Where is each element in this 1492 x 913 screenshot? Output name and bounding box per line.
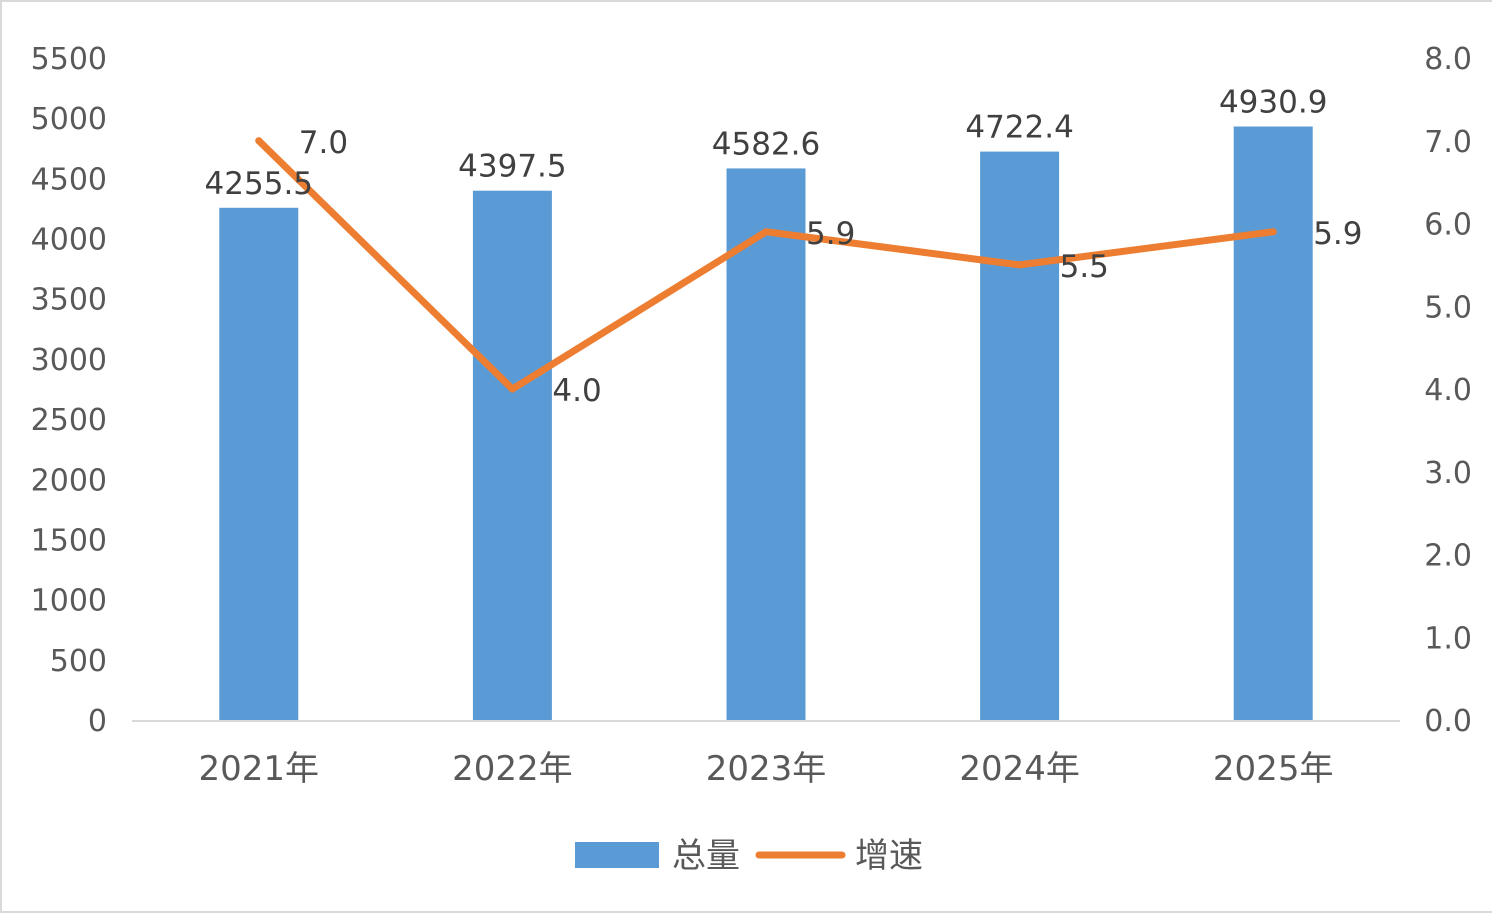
bar-series: [219, 126, 1313, 721]
bar-data-label: 4930.9: [1219, 84, 1327, 120]
x-axis-tick-label: 2022年: [452, 749, 573, 789]
left-axis-tick-label: 4000: [31, 223, 107, 258]
line-data-label: 5.9: [1313, 216, 1362, 252]
left-y-axis: 0 500 1000 1500 2000 2500 3000 3500 4000 4500 5000…: [31, 42, 107, 739]
line-point: [508, 385, 516, 393]
right-axis-tick-label: 7.0: [1424, 125, 1472, 160]
line-data-label: 5.9: [806, 216, 855, 252]
bar-data-label: 4255.5: [205, 166, 313, 202]
x-axis-tick-label: 2025年: [1213, 749, 1334, 789]
left-axis-tick-label: 5000: [31, 102, 107, 137]
line-series: [255, 137, 1277, 393]
line-point: [1269, 228, 1277, 236]
line-point: [255, 137, 263, 145]
line-data-label: 4.0: [552, 373, 601, 409]
right-axis-tick-label: 6.0: [1424, 208, 1472, 243]
legend: 总量 增速: [575, 836, 923, 876]
line-data-label: 7.0: [299, 125, 348, 161]
left-axis-tick-label: 2000: [31, 463, 107, 498]
x-axis-tick-label: 2023年: [706, 749, 827, 789]
left-axis-tick-label: 3000: [31, 343, 107, 378]
bar-data-label: 4722.4: [965, 110, 1073, 146]
bar-data-label: 4582.6: [712, 126, 820, 162]
line-point: [762, 228, 770, 236]
bar: [1233, 126, 1313, 720]
line-data-label: 5.5: [1060, 249, 1109, 285]
legend-label-total: 总量: [672, 836, 740, 876]
left-axis-tick-label: 2500: [31, 403, 107, 438]
left-axis-tick-label: 500: [50, 644, 107, 679]
bar-data-labels: 4255.5 4397.5 4582.6 4722.4 4930.9: [205, 84, 1328, 201]
left-axis-tick-label: 5500: [31, 42, 107, 77]
line-point: [1016, 261, 1024, 269]
right-axis-tick-label: 2.0: [1424, 539, 1472, 574]
bar-data-label: 4397.5: [458, 149, 566, 185]
bar: [472, 190, 552, 720]
x-axis-labels: 2021年 2022年 2023年 2024年 2025年: [199, 749, 1334, 789]
x-axis-tick-label: 2021年: [199, 749, 320, 789]
legend-label-growth: 增速: [855, 836, 923, 876]
right-axis-tick-label: 0.0: [1424, 704, 1472, 739]
right-axis-tick-label: 4.0: [1424, 373, 1472, 408]
right-axis-tick-label: 3.0: [1424, 456, 1472, 491]
legend-swatch-total: [575, 842, 659, 868]
right-axis-tick-label: 8.0: [1424, 42, 1472, 77]
bar: [980, 151, 1060, 721]
right-axis-tick-label: 5.0: [1424, 290, 1472, 325]
x-axis-tick-label: 2024年: [959, 749, 1080, 789]
bar: [219, 207, 299, 720]
line-data-labels: 7.0 4.0 5.9 5.5 5.9: [299, 125, 1363, 409]
left-axis-tick-label: 1000: [31, 584, 107, 619]
left-axis-tick-label: 0: [88, 704, 107, 739]
left-axis-tick-label: 3500: [31, 283, 107, 318]
left-axis-tick-label: 4500: [31, 162, 107, 197]
left-axis-tick-label: 1500: [31, 523, 107, 558]
right-y-axis: 0.0 1.0 2.0 3.0 4.0 5.0 6.0 7.0 8.0: [1424, 42, 1472, 739]
bar: [726, 168, 806, 720]
right-axis-tick-label: 1.0: [1424, 621, 1472, 656]
